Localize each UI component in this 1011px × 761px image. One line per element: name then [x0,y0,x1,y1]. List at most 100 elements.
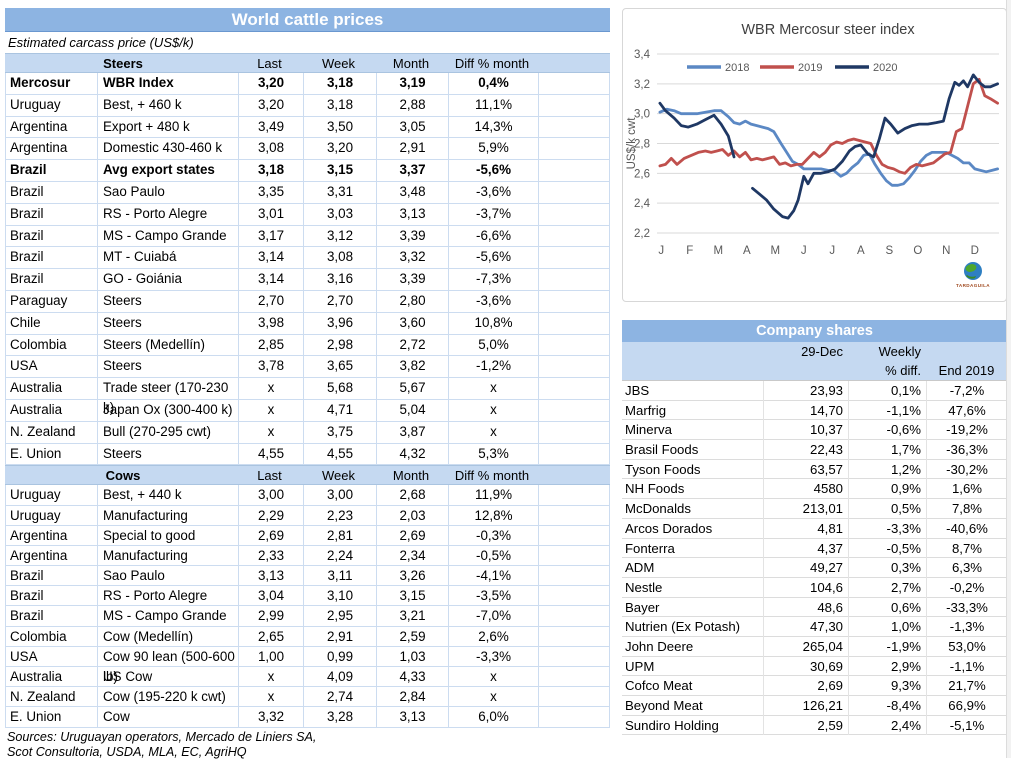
company-row: Tyson Foods 63,57 1,2% -30,2% [622,459,1007,480]
cell-item: US Cow [97,667,238,688]
cell-company-name: Nutrien (Ex Potash) [625,619,741,635]
cell-country: Argentina [10,118,68,134]
cell-empty [538,138,611,160]
cell-empty [538,160,611,181]
cell-week: 2,74 [303,687,376,708]
cell-last: 3,17 [238,225,303,247]
cell-month: 3,13 [376,707,448,728]
cell-country: Australia [10,669,63,685]
steer-index-chart-card: 3,4 3,2 3,0 2,8 2,6 2,4 2,2 J F M A M J J A S O N D 2018 201… [622,8,1007,302]
cell-weekly-diff: 0,6% [848,597,926,618]
cell-company-name: Sundiro Holding [625,717,719,733]
cell-diff: -3,5% [448,586,538,607]
cell-week: 3,00 [303,485,376,506]
cell-empty [538,312,611,334]
cell-item: Best, + 440 k [97,485,238,506]
cell-price: 22,43 [763,440,848,460]
company-col-empty [622,342,763,361]
cell-diff: 0,4% [448,73,538,94]
company-row: Cofco Meat 2,69 9,3% 21,7% [622,676,1007,697]
cell-diff: x [448,378,538,419]
cell-month: 2,59 [376,626,448,647]
cell-item: Steers [97,312,238,334]
cell-last: 4,55 [238,443,303,465]
cell-price: 4,37 [763,538,848,559]
cell-diff: -1,2% [448,356,538,378]
cell-item: MT - Cuiabá [97,247,238,269]
cell-empty [538,116,611,138]
cell-month: 2,84 [376,687,448,708]
company-col-weekly: Weekly [878,344,921,359]
cell-weekly-diff: 9,3% [848,676,926,697]
col-header-last: Last [257,467,282,483]
cell-last: 1,00 [238,646,303,687]
company-rows: JBS 23,93 0,1% -7,2% Marfrig 14,70 -1,1% 47,6% M… [622,381,1007,736]
cell-country: Argentina [10,527,68,543]
cell-company-name: John Deere [625,638,694,654]
cell-month: 3,05 [376,116,448,138]
cell-month: 3,39 [376,269,448,290]
cell-country: Brazil [10,183,44,199]
cell-month: 2,34 [376,545,448,566]
cell-weekly-diff: -3,3% [848,518,926,539]
sources-line-2: Scot Consultoria, USDA, MLA, EC, AgriHQ [7,745,247,760]
table-row: E. Union Cow 3,32 3,28 3,13 6,0% [6,707,611,728]
company-col-empty [926,342,1007,361]
cell-item: Cow (Medellín) [97,626,238,647]
legend-label-2020: 2020 [873,62,897,74]
cell-end-2019: 47,6% [926,400,1007,421]
cell-last: 3,49 [238,116,303,138]
cell-month: 3,48 [376,181,448,203]
cell-price: 265,04 [763,636,848,657]
cell-country: Brazil [10,227,44,243]
cell-diff: x [448,687,538,708]
cell-last: 2,99 [238,606,303,627]
cell-diff: -6,6% [448,225,538,247]
cell-last: 2,85 [238,334,303,356]
company-row: UPM 30,69 2,9% -1,1% [622,656,1007,677]
cell-last: 3,14 [238,247,303,269]
table-row: Colombia Steers (Medellín) 2,85 2,98 2,72 5,0… [6,334,609,357]
cell-empty [538,606,611,627]
cell-price: 48,6 [763,597,848,618]
cell-month: 3,26 [376,566,448,587]
cell-weekly-diff: 1,2% [848,459,926,480]
cell-empty [538,505,611,526]
company-row: Minerva 10,37 -0,6% -19,2% [622,420,1007,441]
table-row: Colombia Cow (Medellín) 2,65 2,91 2,59 2,6% [6,626,609,647]
table-row: N. Zealand Cow (195-220 k cwt) x 2,74 2,84 x [6,687,611,708]
cell-month: 3,82 [376,356,448,378]
cell-month: 2,68 [376,485,448,506]
cell-diff: -5,6% [448,160,538,181]
y-tick-label: 3,2 [634,79,650,91]
x-tick-label: N [942,245,950,257]
cell-last: 3,14 [238,269,303,290]
cell-end-2019: 8,7% [926,538,1007,559]
cell-company-name: Tyson Foods [625,461,701,477]
cell-item: Avg export states [97,160,238,181]
cell-empty [538,707,611,728]
cell-item: GO - Goiánia [97,269,238,290]
cell-month: 2,91 [376,138,448,160]
table-row: Uruguay Best, + 460 k 3,20 3,18 2,88 11,1% [6,94,609,117]
company-row: Fonterra 4,37 -0,5% 8,7% [622,538,1007,559]
cell-diff: 2,6% [448,626,538,647]
cell-country: Brazil [10,608,44,624]
cell-month: 1,03 [376,646,448,687]
cell-empty [538,687,611,708]
cell-price: 4580 [763,479,848,500]
cell-weekly-diff: 2,4% [848,715,926,736]
cell-diff: 11,1% [448,94,538,116]
cell-item: Export + 480 k [97,116,238,138]
table-row: Australia US Cow x 4,09 4,33 x [6,667,609,688]
table-row: Argentina Export + 480 k 3,49 3,50 3,05 14,3% [6,116,611,139]
table-row: Uruguay Manufacturing 2,29 2,23 2,03 12,8% [6,505,611,526]
cell-last: 3,35 [238,181,303,203]
cell-week: 2,24 [303,545,376,566]
col-header-diff: Diff % month [454,55,530,71]
cell-month: 3,60 [376,312,448,334]
cell-empty [538,399,611,421]
table-row: Paraguay Steers 2,70 2,70 2,80 -3,6% [6,290,609,313]
x-tick-label: S [885,245,893,257]
cell-week: 2,70 [303,290,376,312]
